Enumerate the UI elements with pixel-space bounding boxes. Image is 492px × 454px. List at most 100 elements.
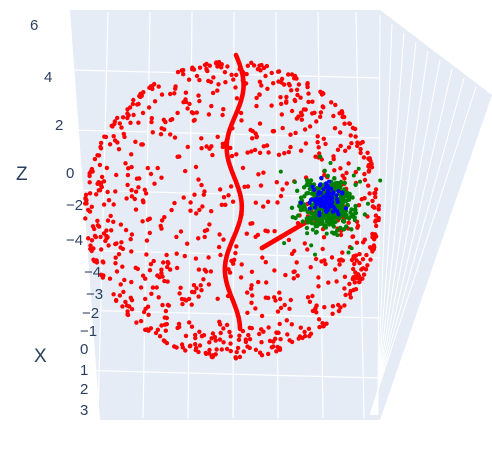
red-point [211, 75, 216, 80]
red-point [265, 229, 270, 234]
red-point [291, 269, 296, 275]
red-point [196, 267, 202, 272]
green-point [278, 169, 283, 174]
red-point [101, 179, 107, 184]
red-point [221, 107, 226, 112]
red-point [89, 238, 95, 243]
gridline-horizontal [71, 369, 381, 379]
red-point [265, 199, 271, 204]
blue-point [325, 189, 330, 194]
red-point [160, 302, 165, 308]
red-point [206, 255, 211, 260]
red-point [244, 231, 249, 236]
red-point [347, 281, 352, 287]
red-point [188, 200, 193, 205]
red-point [233, 356, 239, 361]
red-point [338, 143, 343, 149]
red-point [227, 270, 233, 275]
green-point [304, 191, 309, 196]
red-point [168, 91, 173, 97]
red-point [247, 325, 252, 330]
red-point [129, 194, 135, 199]
red-point [367, 191, 372, 196]
red-point [210, 152, 215, 158]
red-point [249, 60, 254, 65]
red-point [162, 215, 167, 220]
red-point [289, 108, 295, 114]
red-point [216, 82, 221, 87]
red-point [289, 88, 294, 93]
red-point [116, 252, 122, 257]
red-point [196, 93, 201, 98]
x-tick-label: 0 [80, 341, 88, 358]
green-point [309, 211, 313, 216]
green-point [295, 188, 300, 193]
green-point [337, 180, 343, 186]
red-point [373, 219, 378, 224]
red-point [348, 133, 353, 138]
green-point [292, 180, 297, 184]
red-point [368, 158, 373, 164]
red-point [229, 72, 234, 78]
red-point [315, 134, 320, 139]
red-point [165, 259, 170, 265]
red-point [276, 79, 281, 84]
red-point [92, 259, 98, 264]
red-point [250, 136, 255, 141]
red-point [125, 182, 130, 188]
red-point [258, 183, 264, 188]
red-point [136, 185, 141, 190]
red-point [371, 243, 377, 248]
red-point [104, 233, 109, 239]
red-point [367, 245, 373, 250]
red-point [234, 152, 239, 157]
red-point [102, 134, 107, 139]
red-point [298, 325, 303, 330]
red-point [209, 144, 214, 149]
gridline-side [371, 68, 453, 416]
red-point [305, 295, 311, 300]
red-point [215, 296, 220, 301]
red-point [351, 266, 356, 272]
red-point [231, 77, 236, 82]
red-point [373, 213, 379, 218]
red-point [275, 344, 280, 350]
red-point [355, 143, 360, 149]
red-point [159, 226, 164, 231]
red-point [138, 318, 144, 324]
red-point [366, 163, 371, 168]
red-point [292, 73, 298, 79]
red-point [159, 270, 164, 276]
green-point [362, 212, 368, 217]
red-point [219, 202, 224, 207]
red-point [147, 268, 153, 273]
red-point [197, 329, 202, 334]
red-point [294, 260, 299, 265]
red-point [129, 188, 134, 193]
green-point [335, 233, 340, 238]
red-point [152, 81, 157, 87]
red-point [271, 81, 276, 86]
red-point [181, 72, 186, 77]
red-point [179, 68, 184, 73]
red-point [197, 343, 203, 348]
red-point [352, 280, 357, 285]
red-point [342, 121, 347, 126]
red-point [202, 228, 208, 234]
x-axis-ticks: −4 −3 −2−10 1 2 3 [80, 264, 103, 419]
green-point [330, 220, 335, 226]
red-point [313, 154, 318, 159]
red-point [239, 262, 244, 267]
red-point [314, 310, 319, 315]
red-point [340, 250, 345, 255]
red-point [173, 86, 178, 91]
red-point [316, 145, 321, 150]
red-point [114, 172, 119, 178]
green-point [310, 227, 315, 232]
red-point [188, 208, 193, 213]
red-point [238, 275, 244, 280]
x-tick-label: 1 [80, 362, 88, 379]
red-point [221, 326, 226, 331]
red-point [103, 238, 108, 244]
